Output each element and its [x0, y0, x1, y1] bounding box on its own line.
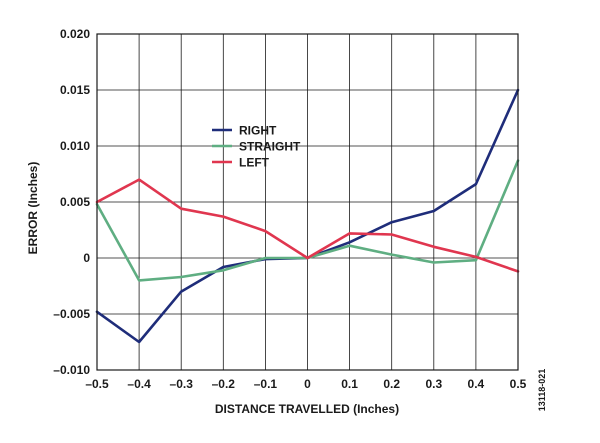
legend-item-right: RIGHT	[212, 124, 277, 138]
x-tick-label: –0.4	[127, 377, 151, 391]
x-tick-label: –0.2	[212, 377, 236, 391]
x-tick-label: 0.4	[468, 377, 485, 391]
x-tick-label: –0.3	[170, 377, 194, 391]
y-tick-label: 0.010	[60, 139, 90, 153]
x-tick-labels: –0.5 –0.4 –0.3 –0.2 –0.1 0 0.1 0.2 0.3 0.4 0.5	[85, 377, 526, 391]
y-tick-label: –0.005	[53, 307, 90, 321]
x-axis-label: DISTANCE TRAVELLED (Inches)	[215, 402, 399, 416]
x-tick-label: 0.1	[341, 377, 358, 391]
legend-item-left: LEFT	[212, 156, 270, 170]
y-axis-label: ERROR (Inches)	[26, 162, 40, 255]
series-lines	[95, 88, 520, 344]
legend-label: RIGHT	[239, 124, 277, 138]
series-line-left	[95, 178, 520, 273]
legend-item-straight: STRAIGHT	[212, 140, 301, 154]
y-tick-label: 0.015	[60, 83, 90, 97]
legend-label: LEFT	[239, 156, 270, 170]
legend: RIGHT STRAIGHT LEFT	[212, 124, 301, 170]
x-tick-label: 0.3	[425, 377, 442, 391]
legend-label: STRAIGHT	[239, 140, 301, 154]
y-tick-label: 0.005	[60, 195, 90, 209]
y-tick-label: –0.010	[53, 363, 90, 377]
figure-code: 13118-021	[537, 369, 547, 412]
x-tick-label: –0.5	[85, 377, 109, 391]
x-tick-label: –0.1	[254, 377, 278, 391]
x-tick-label: 0.5	[510, 377, 527, 391]
y-tick-label: 0.020	[60, 27, 90, 41]
y-tick-label: 0	[83, 251, 90, 265]
x-tick-label: 0	[304, 377, 311, 391]
x-tick-label: 0.2	[383, 377, 400, 391]
plot-frame	[96, 33, 519, 371]
y-tick-labels: 0.020 0.015 0.010 0.005 0 –0.005 –0.010	[53, 27, 90, 377]
